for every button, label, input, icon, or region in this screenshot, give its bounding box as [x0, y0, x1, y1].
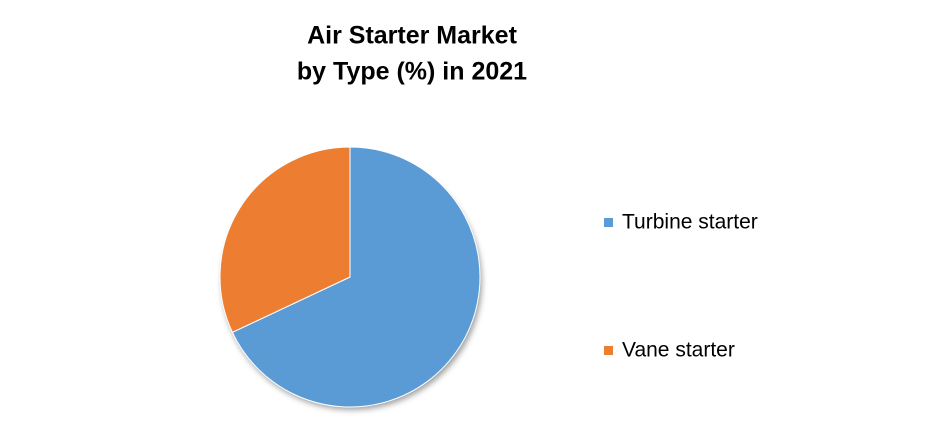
pie-slice	[219, 146, 351, 334]
pie	[219, 146, 481, 408]
chart-title: Air Starter Market	[307, 22, 517, 50]
legend-swatch	[604, 218, 613, 227]
legend-label: Vane starter	[622, 339, 735, 362]
legend-label: Turbine starter	[622, 211, 758, 234]
chart-title: by Type (%) in 2021	[297, 58, 527, 86]
pie-slice	[231, 146, 481, 408]
legend: Turbine starter Vane starter	[604, 211, 758, 362]
legend-swatch	[604, 346, 613, 355]
